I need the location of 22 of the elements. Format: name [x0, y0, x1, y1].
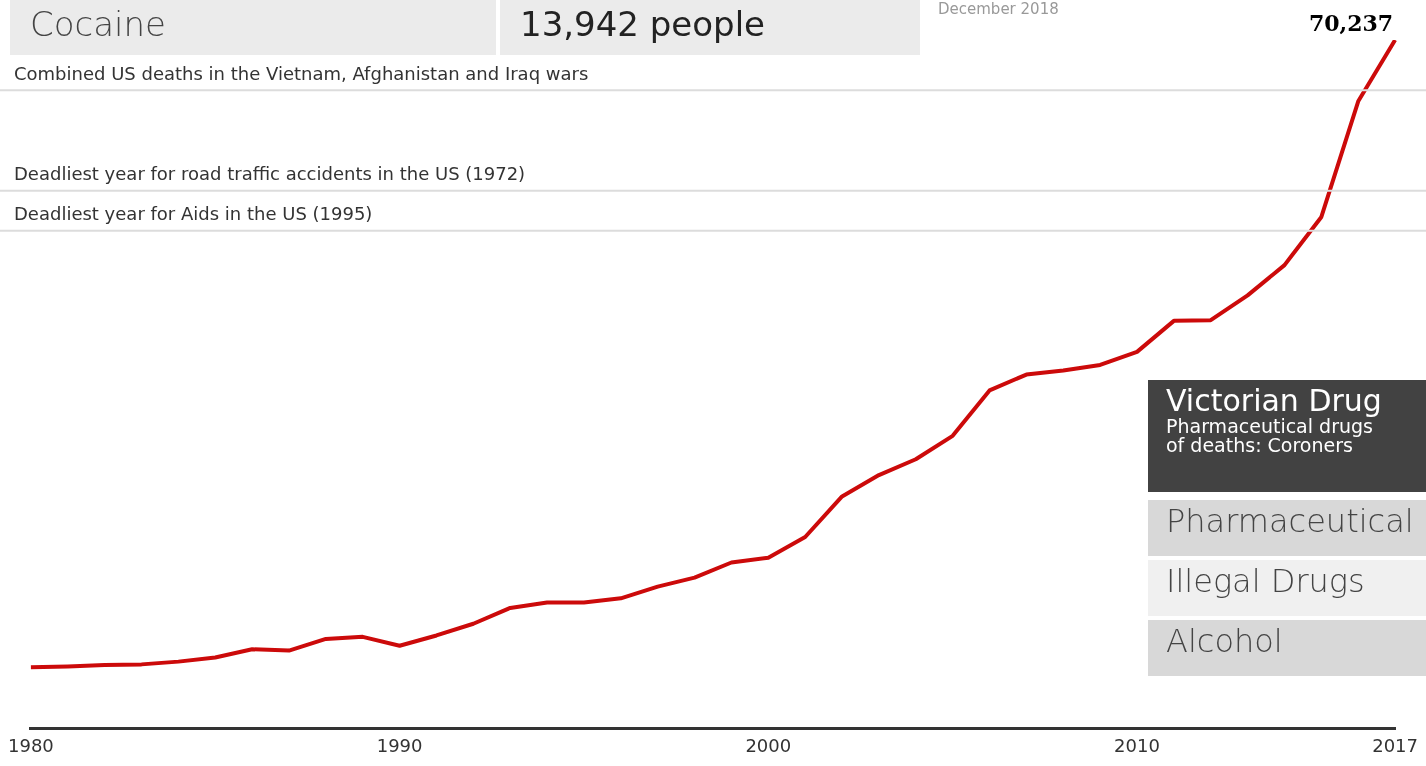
- table-header: Victorian Drug Pharmaceutical drugs of deaths: Coroners: [1148, 380, 1426, 492]
- x-tick-label: 2010: [1114, 734, 1160, 756]
- table-row: Cocaine 13,942 people: [10, 0, 920, 55]
- ref-line-label: Combined US deaths in the Vietnam, Afghanistan and Iraq wars: [14, 62, 589, 84]
- annotation: 13,942 people: [520, 4, 767, 44]
- x-tick-label: 1980: [8, 734, 54, 756]
- x-tick-label: 2017: [1372, 734, 1418, 756]
- text: December 2018: [938, 0, 1059, 18]
- annotation: 70,237: [1308, 9, 1394, 36]
- annotation: Illegal Drugs: [1166, 562, 1366, 600]
- annotation: Alcohol: [1166, 622, 1284, 660]
- x-tick-label: 1990: [376, 734, 423, 756]
- annotation: Cocaine: [30, 4, 167, 44]
- table-row: Alcohol: [1148, 620, 1426, 676]
- annotation: Victorian Drug: [1166, 383, 1383, 418]
- x-tick-label: 2000: [745, 734, 792, 756]
- ref-line-label: Deadliest year for road traffic accidents in the US (1972): [14, 163, 526, 185]
- table-row: Pharmaceutical: [1148, 500, 1426, 556]
- annotation: Pharmaceutical: [1166, 502, 1414, 540]
- ref-line-label: Deadliest year for Aids in the US (1995): [14, 203, 373, 225]
- table-row: Illegal Drugs: [1148, 560, 1426, 616]
- annotation: of deaths: Coroners: [1166, 434, 1354, 456]
